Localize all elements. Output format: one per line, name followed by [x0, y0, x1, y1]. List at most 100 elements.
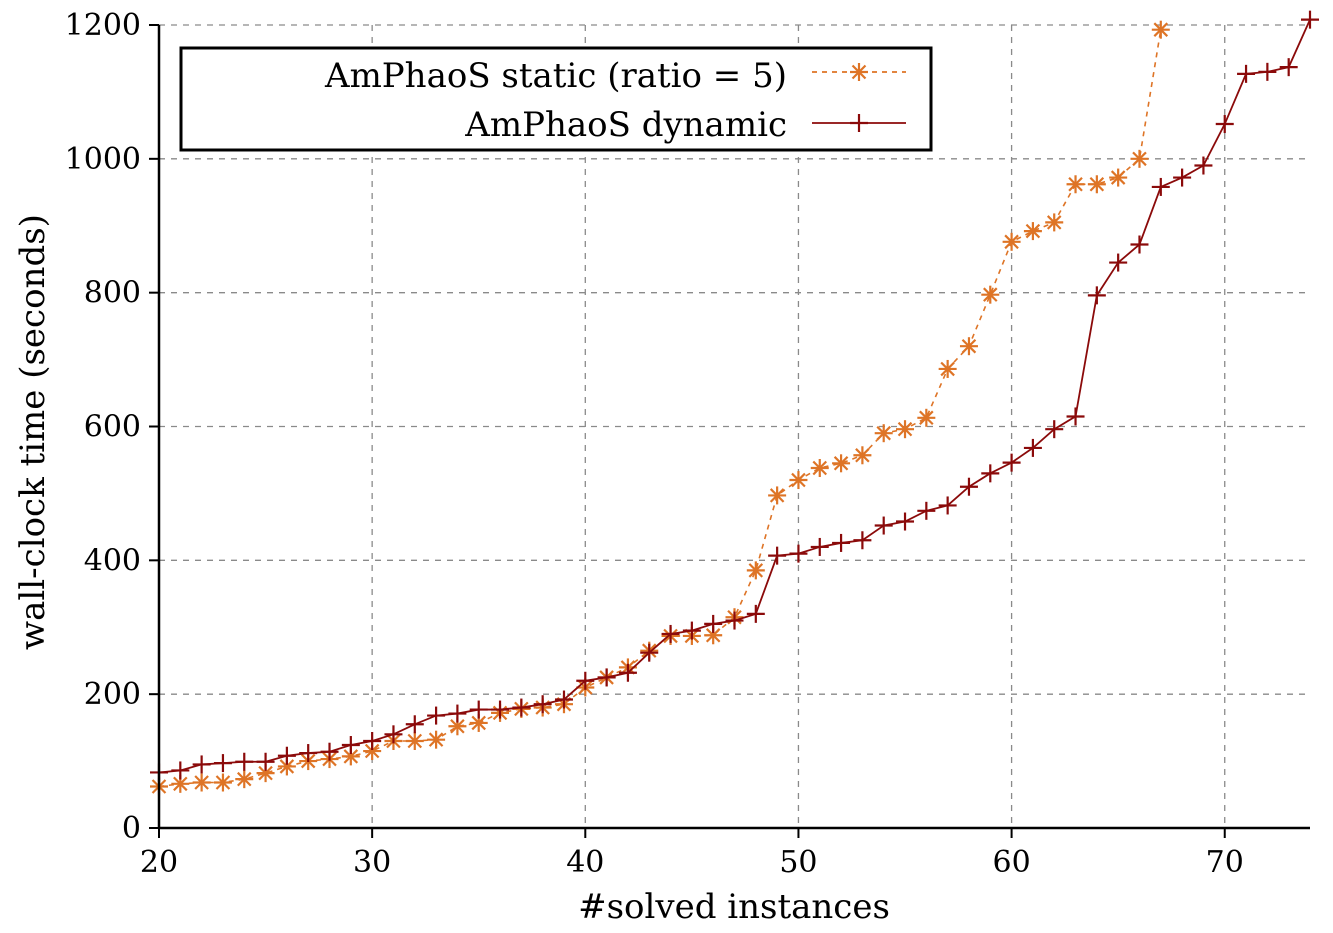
data-point-1	[427, 706, 446, 725]
y-tick-label: 400	[84, 543, 141, 578]
data-point-1	[384, 725, 403, 744]
data-point-1	[405, 715, 424, 734]
data-point-1	[810, 537, 829, 556]
legend-marker-0	[850, 63, 868, 81]
data-point-1	[1301, 10, 1319, 29]
data-point-1	[256, 752, 275, 771]
data-point-0	[704, 626, 723, 645]
data-point-1	[959, 477, 978, 496]
data-point-0	[1002, 232, 1021, 251]
data-point-1	[469, 700, 488, 719]
data-point-1	[512, 698, 531, 717]
grid	[159, 24, 1310, 828]
data-point-0	[277, 757, 296, 776]
data-point-0	[832, 454, 851, 473]
data-point-0	[896, 420, 915, 439]
data-point-1	[320, 742, 339, 761]
data-point-0	[768, 486, 787, 505]
data-point-1	[491, 700, 510, 719]
y-tick-label: 200	[84, 677, 141, 712]
y-tick-label: 0	[122, 811, 141, 846]
data-point-1	[1173, 168, 1192, 187]
data-point-1	[576, 671, 595, 690]
data-point-1	[746, 604, 765, 623]
data-point-0	[938, 359, 957, 378]
data-point-0	[405, 732, 424, 751]
y-tick-label: 600	[84, 410, 141, 445]
data-point-1	[1215, 115, 1234, 134]
ticks: 20 30 40 50 60 70 0 200 400 600 800 1000 1200	[65, 8, 1244, 880]
data-point-0	[192, 773, 211, 792]
data-point-0	[1151, 20, 1170, 39]
y-tick-label: 1200	[65, 8, 141, 43]
data-point-0	[213, 773, 232, 792]
data-point-1	[1002, 453, 1021, 472]
data-point-1	[938, 496, 957, 515]
data-point-0	[427, 730, 446, 749]
data-point-0	[746, 561, 765, 580]
y-tick-label: 800	[84, 276, 141, 311]
series-layer	[150, 10, 1319, 796]
data-point-1	[981, 464, 1000, 483]
data-point-1	[896, 512, 915, 531]
data-point-1	[1258, 62, 1277, 81]
data-point-1	[682, 621, 701, 640]
data-point-1	[1151, 177, 1170, 196]
data-point-0	[1130, 149, 1149, 168]
data-point-1	[853, 531, 872, 550]
data-point-1	[618, 663, 637, 682]
data-point-1	[789, 544, 808, 563]
data-point-1	[341, 736, 360, 755]
data-point-1	[192, 755, 211, 774]
data-point-1	[1109, 253, 1128, 272]
data-point-0	[981, 285, 1000, 304]
data-point-1	[1066, 407, 1085, 426]
data-point-1	[277, 746, 296, 765]
data-point-1	[1045, 420, 1064, 439]
x-axis-title: #solved instances	[578, 887, 890, 927]
data-point-1	[917, 501, 936, 520]
data-point-1	[768, 546, 787, 565]
data-point-1	[597, 668, 616, 687]
x-tick-label: 50	[779, 845, 817, 880]
data-point-1	[448, 704, 467, 723]
data-point-1	[1130, 235, 1149, 254]
data-point-1	[213, 754, 232, 773]
data-point-1	[1194, 156, 1213, 175]
x-tick-label: 20	[140, 845, 178, 880]
data-point-1	[1023, 438, 1042, 457]
legend-samples	[812, 63, 906, 132]
data-point-0	[1023, 222, 1042, 241]
data-point-0	[874, 424, 893, 443]
data-point-0	[810, 458, 829, 477]
data-point-0	[235, 770, 254, 789]
data-point-1	[533, 695, 552, 714]
data-point-1	[1237, 64, 1256, 83]
data-point-1	[725, 611, 744, 630]
x-tick-label: 60	[992, 845, 1030, 880]
x-tick-label: 70	[1206, 845, 1244, 880]
x-tick-label: 40	[566, 845, 604, 880]
data-point-0	[1045, 213, 1064, 232]
data-point-0	[853, 446, 872, 465]
data-point-1	[554, 690, 573, 709]
legend-label-dynamic: AmPhaoS dynamic	[464, 105, 787, 145]
legend-label-static: AmPhaoS static (ratio = 5)	[324, 56, 787, 96]
data-point-1	[171, 761, 190, 780]
legend-box	[179, 46, 933, 152]
data-point-1	[363, 732, 382, 751]
data-point-0	[917, 408, 936, 427]
data-point-1	[1279, 58, 1298, 77]
y-axis-title: wall-clock time (seconds)	[13, 214, 53, 650]
data-point-1	[235, 752, 254, 771]
data-point-0	[789, 471, 808, 490]
data-point-0	[1087, 175, 1106, 194]
y-tick-label: 1000	[65, 142, 141, 177]
data-point-1	[874, 516, 893, 535]
data-point-0	[1066, 175, 1085, 194]
data-point-0	[1109, 168, 1128, 187]
data-point-1	[832, 533, 851, 552]
data-point-1	[661, 624, 680, 643]
legend: AmPhaoS static (ratio = 5) AmPhaoS dynam…	[179, 46, 933, 152]
